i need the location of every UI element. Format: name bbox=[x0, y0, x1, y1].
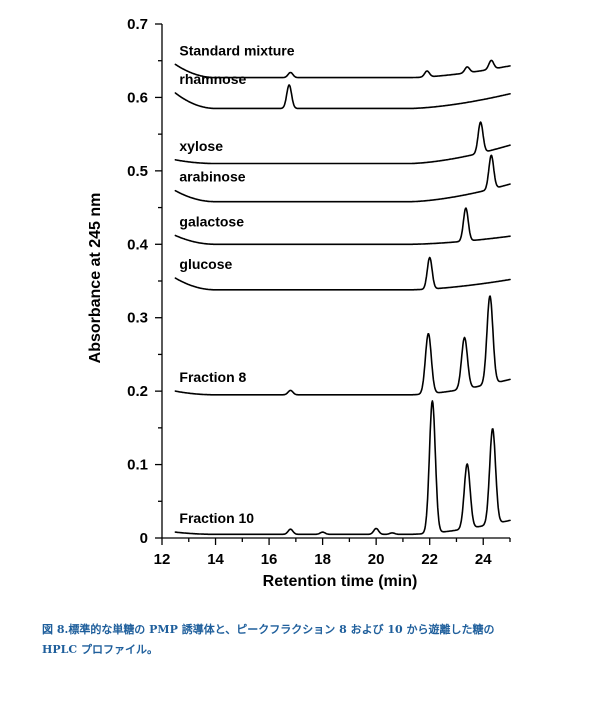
y-tick-label: 0.5 bbox=[127, 163, 148, 180]
series-label: Fraction 8 bbox=[179, 369, 246, 385]
figure-caption: 図 8.標準的な単糖の PMP 誘導体と、ピークフラクション 8 および 10 … bbox=[42, 620, 582, 660]
trace-rhamnose bbox=[174, 84, 511, 110]
x-tick-label: 12 bbox=[154, 551, 171, 568]
x-tick-label: 22 bbox=[421, 551, 438, 568]
trace-labels: Standard mixture rhamnose xylose arabinose g… bbox=[179, 42, 294, 526]
y-axis-title: Absorbance at 245 nm bbox=[87, 193, 104, 364]
y-tick-label: 0 bbox=[140, 530, 148, 547]
y-tick-label: 0.3 bbox=[127, 310, 148, 327]
x-tick-label: 24 bbox=[475, 551, 492, 568]
series-label: xylose bbox=[179, 138, 223, 154]
y-tick-label: 0.4 bbox=[127, 236, 149, 253]
trace-galactose bbox=[174, 207, 511, 246]
ticks: 0 0.1 0.2 0.3 0.4 0.5 0.6 0.7 12 14 16 18 20 22 24 bbox=[127, 16, 511, 568]
y-tick-label: 0.7 bbox=[127, 16, 148, 33]
y-tick-label: 0.6 bbox=[127, 89, 148, 106]
chromatogram-chart: 0 0.1 0.2 0.3 0.4 0.5 0.6 0.7 12 14 16 18 20 22 24 Sta… bbox=[87, 16, 511, 590]
caption-line-1: 図 8.標準的な単糖の PMP 誘導体と、ピークフラクション 8 および 10 … bbox=[42, 623, 495, 636]
trace-fraction-10 bbox=[174, 400, 511, 536]
series-label: Fraction 10 bbox=[179, 510, 254, 526]
trace-glucose bbox=[174, 256, 511, 291]
trace-standard-mixture bbox=[174, 59, 511, 79]
x-axis-title: Retention time (min) bbox=[263, 573, 418, 590]
traces bbox=[174, 59, 511, 536]
trace-arabinose bbox=[174, 154, 511, 203]
series-label: Standard mixture bbox=[179, 42, 294, 58]
x-tick-label: 18 bbox=[314, 551, 331, 568]
axes bbox=[161, 24, 510, 539]
x-tick-label: 14 bbox=[207, 551, 224, 568]
caption-line-2: HPLC プロファイル。 bbox=[42, 643, 158, 656]
series-label: glucose bbox=[179, 256, 232, 272]
series-label: rhamnose bbox=[179, 71, 246, 87]
series-label: arabinose bbox=[179, 169, 245, 185]
x-tick-label: 16 bbox=[261, 551, 278, 568]
y-tick-label: 0.1 bbox=[127, 457, 148, 474]
y-tick-label: 0.2 bbox=[127, 383, 148, 400]
x-tick-label: 20 bbox=[368, 551, 385, 568]
trace-xylose bbox=[174, 121, 511, 165]
series-label: galactose bbox=[179, 213, 244, 229]
trace-fraction-8 bbox=[174, 295, 511, 396]
